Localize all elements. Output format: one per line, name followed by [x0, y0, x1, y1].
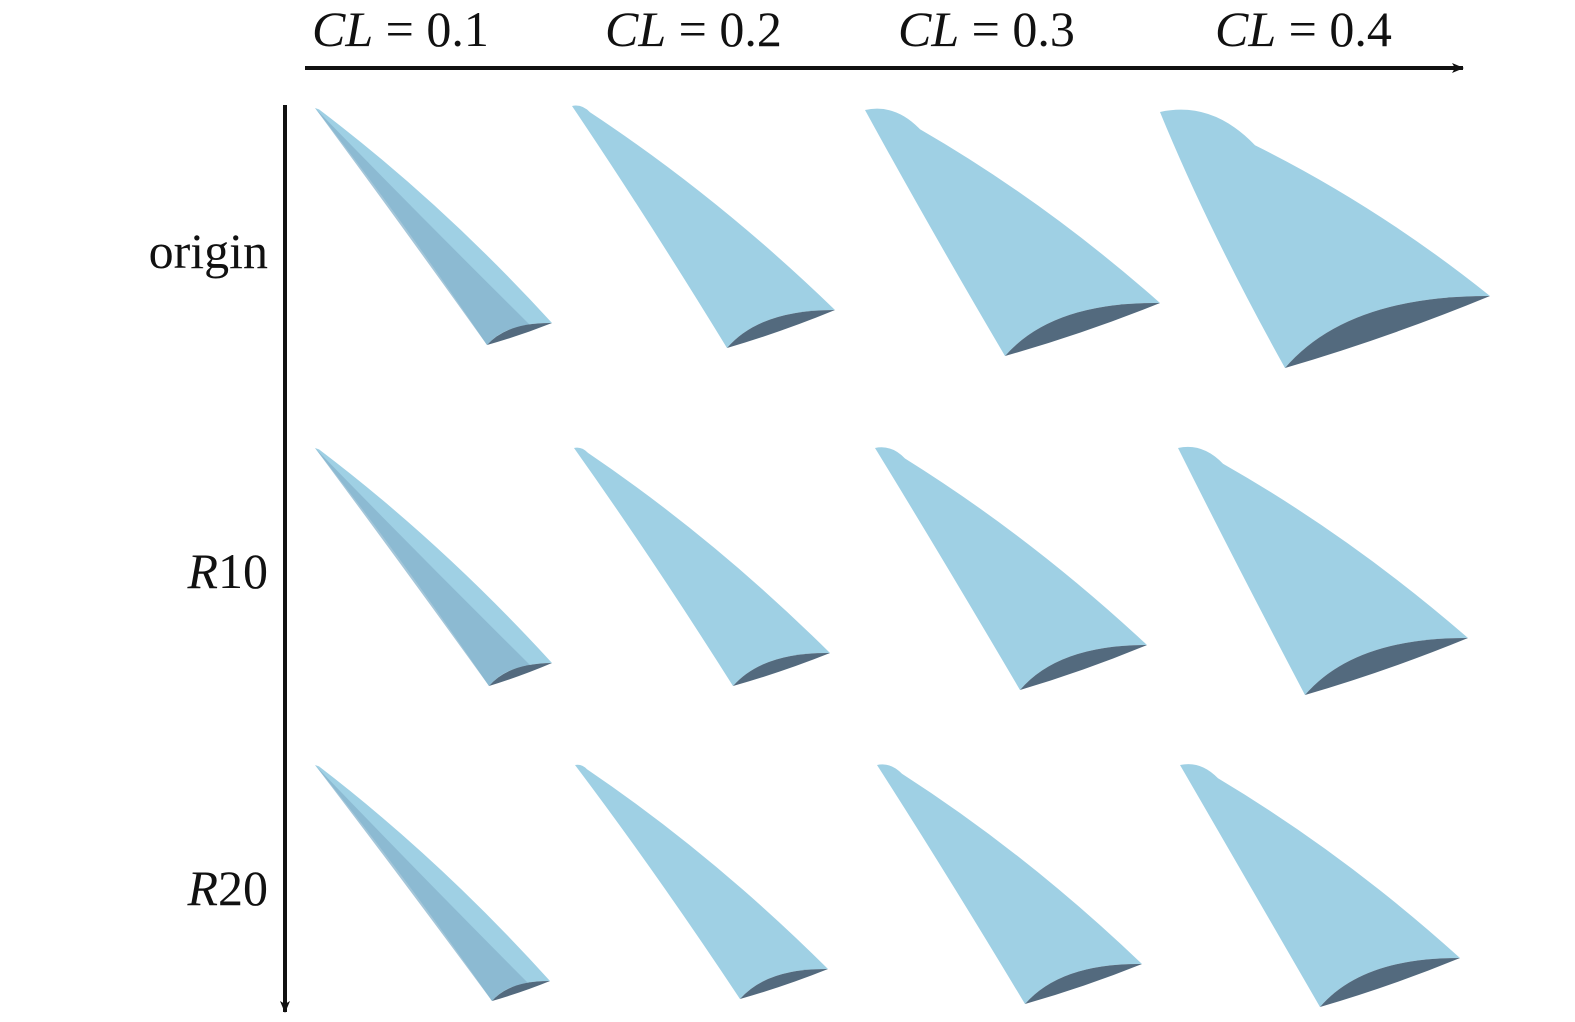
wing-r3-c2 — [575, 764, 828, 999]
wing-surface — [315, 448, 552, 686]
col-label-3: CL = 0.3 — [898, 1, 1075, 57]
wing-r1-c4 — [1160, 109, 1490, 369]
wing-r1-c2 — [572, 105, 835, 349]
wing-surface — [1178, 446, 1468, 695]
root-section — [1305, 637, 1468, 695]
root-section — [1320, 957, 1460, 1007]
wing-r2-c3 — [875, 447, 1147, 690]
wing-surface — [574, 447, 830, 686]
root-section — [1025, 963, 1142, 1004]
wing-r2-c2 — [574, 447, 830, 686]
root-section — [489, 663, 552, 686]
wing-r3-c3 — [877, 764, 1142, 1004]
wing-surface — [572, 105, 835, 349]
wing-surface — [575, 764, 828, 999]
row-label-r20: R20 — [186, 860, 268, 916]
wing-r3-c1 — [315, 765, 550, 1001]
wing-r1-c3 — [865, 108, 1160, 357]
wing-surface — [315, 108, 552, 345]
wing-shapes — [315, 105, 1490, 1007]
wing-r2-c4 — [1178, 446, 1468, 695]
root-section — [727, 309, 835, 348]
row-label-r10: R10 — [186, 543, 268, 599]
col-label-2: CL = 0.2 — [605, 1, 782, 57]
col-label-4: CL = 0.4 — [1215, 1, 1392, 57]
wing-r3-c4 — [1180, 764, 1460, 1007]
root-section — [492, 980, 550, 1001]
wing-shading — [315, 108, 534, 345]
wing-r1-c1 — [315, 108, 552, 345]
row-label-origin: origin — [149, 223, 268, 279]
root-section — [733, 652, 830, 686]
wing-surface — [865, 108, 1160, 357]
wing-shading — [315, 765, 532, 1001]
wing-r2-c1 — [315, 448, 552, 686]
wing-shading — [315, 448, 534, 686]
wing-surface — [1180, 764, 1460, 1007]
wing-surface — [877, 764, 1142, 1004]
root-section — [1285, 295, 1490, 368]
wing-surface — [315, 765, 550, 1001]
root-section — [1020, 644, 1147, 690]
wing-surface — [1160, 109, 1490, 369]
root-section — [740, 968, 828, 999]
col-label-1: CL = 0.1 — [312, 1, 489, 57]
wing-surface — [875, 447, 1147, 690]
root-section — [487, 322, 552, 345]
root-section — [1005, 302, 1160, 356]
